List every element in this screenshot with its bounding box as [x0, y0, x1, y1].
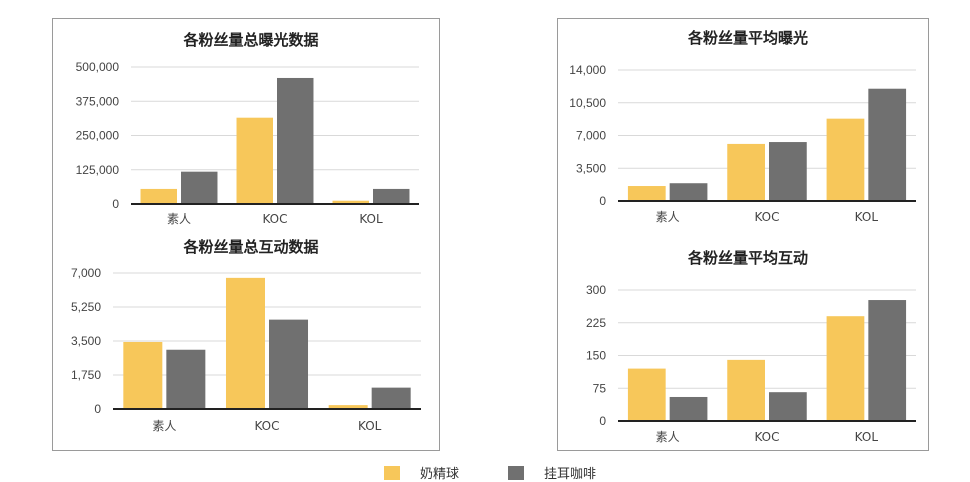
bar-guaercafe: [373, 188, 410, 204]
x-category-label: KOC: [254, 419, 279, 433]
x-category-label: 素人: [656, 430, 680, 444]
legend-item-guaercafe: 挂耳咖啡: [508, 463, 596, 482]
bar-guaercafe: [181, 171, 218, 204]
chart-title: 各粉丝量总互动数据: [182, 238, 318, 256]
bar-guaercafe: [669, 183, 708, 201]
bar-guaercafe: [371, 387, 411, 409]
y-tick-label: 0: [599, 194, 606, 208]
y-tick-label: 125,000: [76, 163, 120, 177]
x-category-label: KOC: [754, 430, 779, 444]
left-chart-panel: 各粉丝量总曝光数据 0 125,000 250,000 375,000 500,000 素人…: [52, 18, 440, 451]
y-tick-label: 0: [112, 197, 119, 211]
chart-title: 各粉丝量平均互动: [687, 249, 808, 267]
legend-swatch-guaercafe: [508, 465, 524, 480]
y-tick-label: 300: [586, 283, 606, 297]
x-category-label: KOL: [855, 210, 879, 224]
x-category-label: 素人: [152, 419, 176, 433]
average-interaction-chart: 各粉丝量平均互动 0 75 150 225 300 素人 KOC KOL: [586, 249, 916, 444]
bar-guaercafe: [669, 396, 708, 421]
y-tick-label: 5,250: [71, 300, 101, 314]
y-tick-label: 375,000: [76, 94, 120, 108]
x-category-label: 素人: [167, 212, 191, 226]
bar-naijingqiu: [727, 143, 765, 201]
bar-guaercafe: [269, 319, 309, 409]
bar-guaercafe: [277, 77, 314, 204]
bar-guaercafe: [769, 392, 807, 421]
y-tick-label: 150: [586, 349, 606, 363]
y-tick-label: 225: [586, 316, 606, 330]
x-category-label: KOC: [262, 212, 287, 226]
right-chart-panel: 各粉丝量平均曝光 0 3,500 7,000 10,500 14,000 素人 KOC KOL …: [557, 18, 929, 451]
bar-guaercafe: [166, 349, 206, 409]
bar-naijingqiu: [236, 117, 273, 204]
chart-title: 各粉丝量总曝光数据: [182, 31, 318, 49]
bar-guaercafe: [868, 300, 907, 421]
bar-naijingqiu: [225, 277, 265, 409]
average-exposure-chart: 各粉丝量平均曝光 0 3,500 7,000 10,500 14,000 素人 KOC KOL: [569, 29, 916, 224]
bar-guaercafe: [769, 142, 807, 201]
total-exposure-chart: 各粉丝量总曝光数据 0 125,000 250,000 375,000 500,000 素人…: [76, 31, 419, 226]
bar-guaercafe: [868, 88, 907, 201]
y-tick-label: 14,000: [569, 63, 606, 77]
y-tick-label: 75: [593, 381, 607, 395]
x-category-label: KOC: [754, 210, 779, 224]
y-tick-label: 1,750: [71, 368, 101, 382]
y-tick-label: 10,500: [569, 96, 606, 110]
bar-naijingqiu: [627, 368, 666, 421]
y-tick-label: 3,500: [71, 334, 101, 348]
total-interaction-chart: 各粉丝量总互动数据 0 1,750 3,500 5,250 7,000 素人 KOC KOL: [71, 238, 421, 433]
y-tick-label: 0: [599, 414, 606, 428]
chart-title: 各粉丝量平均曝光: [687, 29, 808, 47]
y-tick-label: 3,500: [576, 161, 606, 175]
bar-naijingqiu: [332, 200, 369, 204]
x-category-label: KOL: [358, 419, 382, 433]
y-tick-label: 0: [94, 402, 101, 416]
y-tick-label: 500,000: [76, 60, 120, 74]
x-category-label: KOL: [359, 212, 383, 226]
bar-naijingqiu: [328, 405, 368, 409]
x-category-label: 素人: [656, 210, 680, 224]
bar-naijingqiu: [826, 316, 865, 421]
y-tick-label: 7,000: [576, 129, 606, 143]
legend-swatch-naijingqiu: [384, 465, 400, 480]
bar-naijingqiu: [123, 341, 163, 409]
bar-naijingqiu: [140, 188, 177, 204]
y-tick-label: 7,000: [71, 266, 101, 280]
bar-naijingqiu: [727, 359, 765, 421]
bar-naijingqiu: [826, 118, 865, 201]
legend-item-naijingqiu: 奶精球: [384, 463, 459, 482]
legend-label-guaercafe: 挂耳咖啡: [544, 467, 597, 482]
y-tick-label: 250,000: [76, 129, 120, 143]
bar-naijingqiu: [627, 186, 666, 201]
legend-label-naijingqiu: 奶精球: [420, 467, 460, 482]
chart-legend: 奶精球 挂耳咖啡: [0, 463, 970, 482]
x-category-label: KOL: [855, 430, 879, 444]
